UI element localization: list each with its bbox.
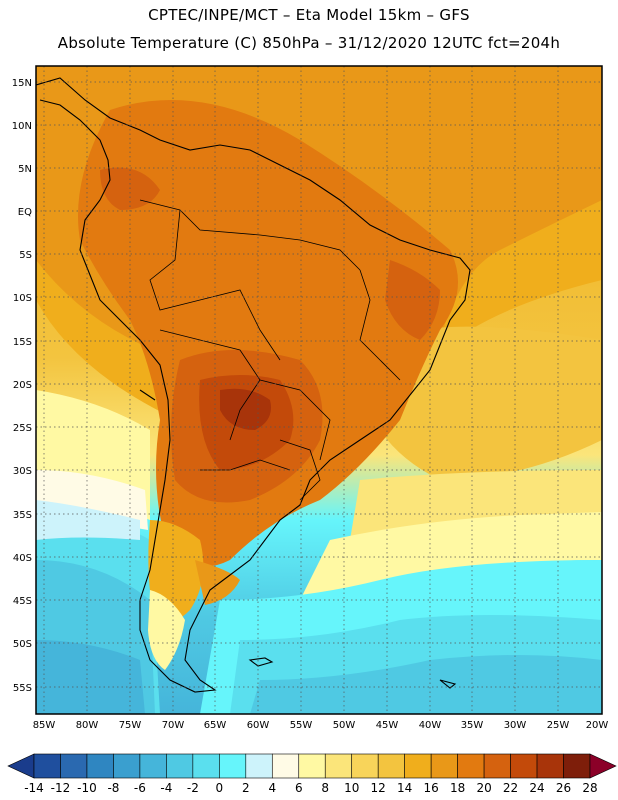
country-borders [139, 199, 401, 501]
colorbar-swatch [351, 753, 379, 779]
chart-subtitle: Absolute Temperature (C) 850hPa – 31/12/… [57, 34, 561, 52]
longitude-labels: 85W 80W 75W 70W 65W 60W 55W 50W 45W 40W … [33, 720, 609, 731]
colorbar-tick-label: 4 [268, 781, 276, 795]
colorbar: -14 -12 -10 -8 -6 -4 -2 0 2 4 6 8 10 12 14 16 18 20 22 24 26… [7, 753, 617, 795]
lat-label: 40S [13, 553, 32, 564]
lat-label: 10N [12, 121, 32, 132]
lat-label: 15N [12, 78, 32, 89]
colorbar-tick-label: -6 [134, 781, 146, 795]
chart-title: CPTEC/INPE/MCT – Eta Model 15km – GFS [148, 6, 470, 24]
colorbar-swatch [219, 753, 247, 779]
colorbar-tick-label: 18 [450, 781, 465, 795]
lon-label: 30W [504, 720, 527, 731]
lat-label: 50S [13, 639, 32, 650]
colorbar-arrow-high [589, 753, 617, 779]
lon-label: 70W [162, 720, 185, 731]
colorbar-swatch [298, 753, 326, 779]
lat-label: 5S [19, 250, 32, 261]
lat-label: 30S [13, 466, 32, 477]
lat-label: EQ [18, 207, 32, 218]
colorbar-tick-label: 12 [371, 781, 386, 795]
colorbar-tick-label: 2 [242, 781, 250, 795]
colorbar-swatch [113, 753, 141, 779]
lon-label: 85W [33, 720, 56, 731]
colorbar-tick-label: 6 [295, 781, 303, 795]
lat-label: 55S [13, 683, 32, 694]
colorbar-swatch [563, 753, 591, 779]
colorbar-tick-label: 0 [216, 781, 224, 795]
colorbar-swatch [245, 753, 273, 779]
lat-label: 35S [13, 510, 32, 521]
colorbar-swatch [139, 753, 167, 779]
colorbar-tick-label: 8 [321, 781, 329, 795]
lat-label: 10S [13, 293, 32, 304]
temperature-field [36, 66, 602, 714]
lon-label: 45W [376, 720, 399, 731]
colorbar-tick-label: -10 [77, 781, 97, 795]
colorbar-tick-label: -8 [107, 781, 119, 795]
lon-label: 50W [333, 720, 356, 731]
lat-label: 45S [13, 596, 32, 607]
lon-label: 25W [547, 720, 570, 731]
lon-label: 60W [247, 720, 270, 731]
lon-label: 20W [586, 720, 609, 731]
colorbar-arrow-low [7, 753, 35, 779]
colorbar-swatch [192, 753, 220, 779]
colorbar-tick-label: 26 [556, 781, 571, 795]
colorbar-swatch [457, 753, 485, 779]
colorbar-tick-label: 16 [424, 781, 439, 795]
lon-label: 35W [461, 720, 484, 731]
lon-label: 55W [290, 720, 313, 731]
colorbar-swatch [86, 753, 114, 779]
lat-label: 25S [13, 423, 32, 434]
colorbar-tick-label: -4 [160, 781, 172, 795]
lat-label: 5N [18, 164, 32, 175]
colorbar-swatch [404, 753, 432, 779]
colorbar-tick-label: 14 [397, 781, 412, 795]
colorbar-swatch [60, 753, 88, 779]
colorbar-tick-label: -12 [51, 781, 71, 795]
colorbar-swatch [377, 753, 405, 779]
map-frame [35, 65, 603, 715]
colorbar-swatch [510, 753, 538, 779]
colorbar-swatch [166, 753, 194, 779]
graticule [36, 66, 602, 714]
colorbar-swatch [271, 753, 300, 779]
colorbar-tick-label: 28 [582, 781, 597, 795]
colorbar-swatch [483, 753, 511, 779]
colorbar-tick-label: 22 [503, 781, 518, 795]
lat-label: 15S [13, 337, 32, 348]
latitude-labels: 15N 10N 5N EQ 5S 10S 15S 20S 25S 30S 35S… [12, 78, 32, 694]
colorbar-swatch [33, 753, 61, 779]
colorbar-swatch [324, 753, 353, 779]
colorbar-tick-label: 24 [529, 781, 544, 795]
lon-label: 65W [204, 720, 227, 731]
coastline [36, 77, 471, 693]
colorbar-swatch [430, 753, 458, 779]
lon-label: 80W [76, 720, 99, 731]
colorbar-tick-label: -2 [187, 781, 199, 795]
colorbar-tick-label: 20 [476, 781, 491, 795]
colorbar-swatch [536, 753, 564, 779]
colorbar-tick-label: -14 [24, 781, 44, 795]
lat-label: 20S [13, 380, 32, 391]
lon-label: 40W [419, 720, 442, 731]
colorbar-tick-label: 10 [344, 781, 359, 795]
lon-label: 75W [119, 720, 142, 731]
